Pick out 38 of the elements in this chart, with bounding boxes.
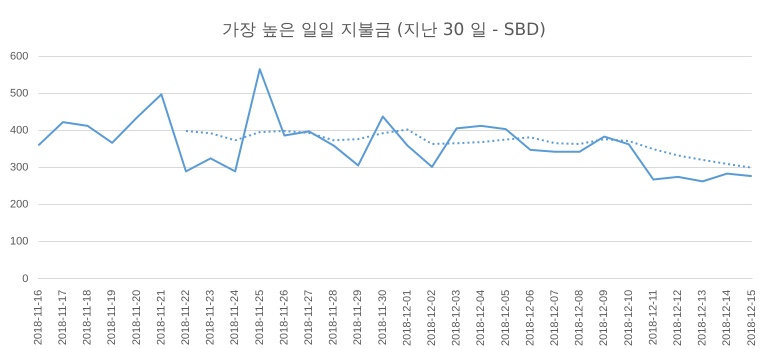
x-tick-label: 2018-12-09 — [598, 290, 610, 346]
x-tick-label: 2018-12-06 — [524, 290, 536, 346]
x-tick-label: 2018-11-29 — [352, 290, 364, 346]
y-tick-label: 0 — [22, 272, 28, 285]
x-tick-label: 2018-11-19 — [106, 290, 118, 346]
x-tick-label: 2018-11-24 — [229, 290, 242, 346]
x-tick-label: 2018-12-12 — [672, 290, 684, 346]
y-tick-label: 300 — [10, 162, 28, 174]
y-tick-label: 100 — [10, 236, 28, 248]
x-tick-label: 2018-12-02 — [426, 290, 438, 346]
x-tick-label: 2018-11-28 — [328, 290, 340, 346]
x-tick-label: 2018-12-08 — [574, 290, 586, 346]
x-tick-label: 2018-12-04 — [475, 290, 488, 346]
x-tick-label: 2018-12-11 — [647, 290, 660, 346]
y-tick-label: 200 — [10, 198, 28, 211]
y-tick-label: 500 — [10, 88, 28, 100]
x-tick-label: 2018-12-05 — [500, 290, 512, 346]
x-tick-label: 2018-12-13 — [696, 290, 709, 346]
x-tick-label: 2018-11-17 — [56, 290, 69, 346]
x-tick-label: 2018-11-22 — [180, 290, 192, 346]
x-tick-label: 2018-12-14 — [721, 290, 734, 346]
x-tick-label: 2018-12-01 — [401, 290, 414, 346]
x-tick-label: 2018-11-18 — [82, 290, 94, 346]
x-tick-label: 2018-12-15 — [746, 290, 758, 346]
x-tick-label: 2018-11-21 — [155, 290, 168, 346]
x-tick-label: 2018-11-26 — [278, 290, 290, 346]
x-tick-label: 2018-12-10 — [622, 290, 635, 346]
y-tick-label: 600 — [10, 50, 28, 63]
x-tick-label: 2018-11-27 — [303, 290, 315, 346]
x-tick-label: 2018-11-25 — [254, 290, 266, 346]
y-tick-label: 400 — [10, 124, 28, 137]
x-tick-label: 2018-11-16 — [32, 290, 44, 346]
x-tick-label: 2018-11-30 — [376, 290, 389, 346]
x-tick-label: 2018-12-03 — [450, 290, 463, 346]
x-tick-label: 2018-11-23 — [204, 290, 217, 346]
chart-title: 가장 높은 일일 지불금 (지난 30 일 - SBD) — [221, 19, 547, 41]
x-tick-label: 2018-12-07 — [549, 290, 562, 346]
x-tick-label: 2018-11-20 — [130, 290, 143, 346]
